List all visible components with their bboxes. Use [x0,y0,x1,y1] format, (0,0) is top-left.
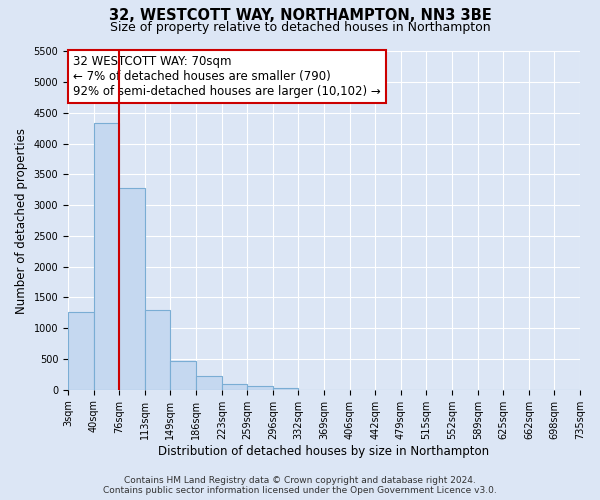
Bar [68,312,94,390]
Bar [94,124,119,390]
Bar [247,386,273,390]
Text: Size of property relative to detached houses in Northampton: Size of property relative to detached ho… [110,21,490,34]
Bar [119,188,145,390]
X-axis label: Distribution of detached houses by size in Northampton: Distribution of detached houses by size … [158,444,490,458]
Text: Contains HM Land Registry data © Crown copyright and database right 2024.
Contai: Contains HM Land Registry data © Crown c… [103,476,497,495]
Bar [222,384,247,390]
Bar [273,388,298,390]
Text: 32, WESTCOTT WAY, NORTHAMPTON, NN3 3BE: 32, WESTCOTT WAY, NORTHAMPTON, NN3 3BE [109,8,491,22]
Bar [145,310,170,390]
Text: 32 WESTCOTT WAY: 70sqm
← 7% of detached houses are smaller (790)
92% of semi-det: 32 WESTCOTT WAY: 70sqm ← 7% of detached … [73,55,381,98]
Bar [196,376,222,390]
Y-axis label: Number of detached properties: Number of detached properties [15,128,28,314]
Bar [170,360,196,390]
